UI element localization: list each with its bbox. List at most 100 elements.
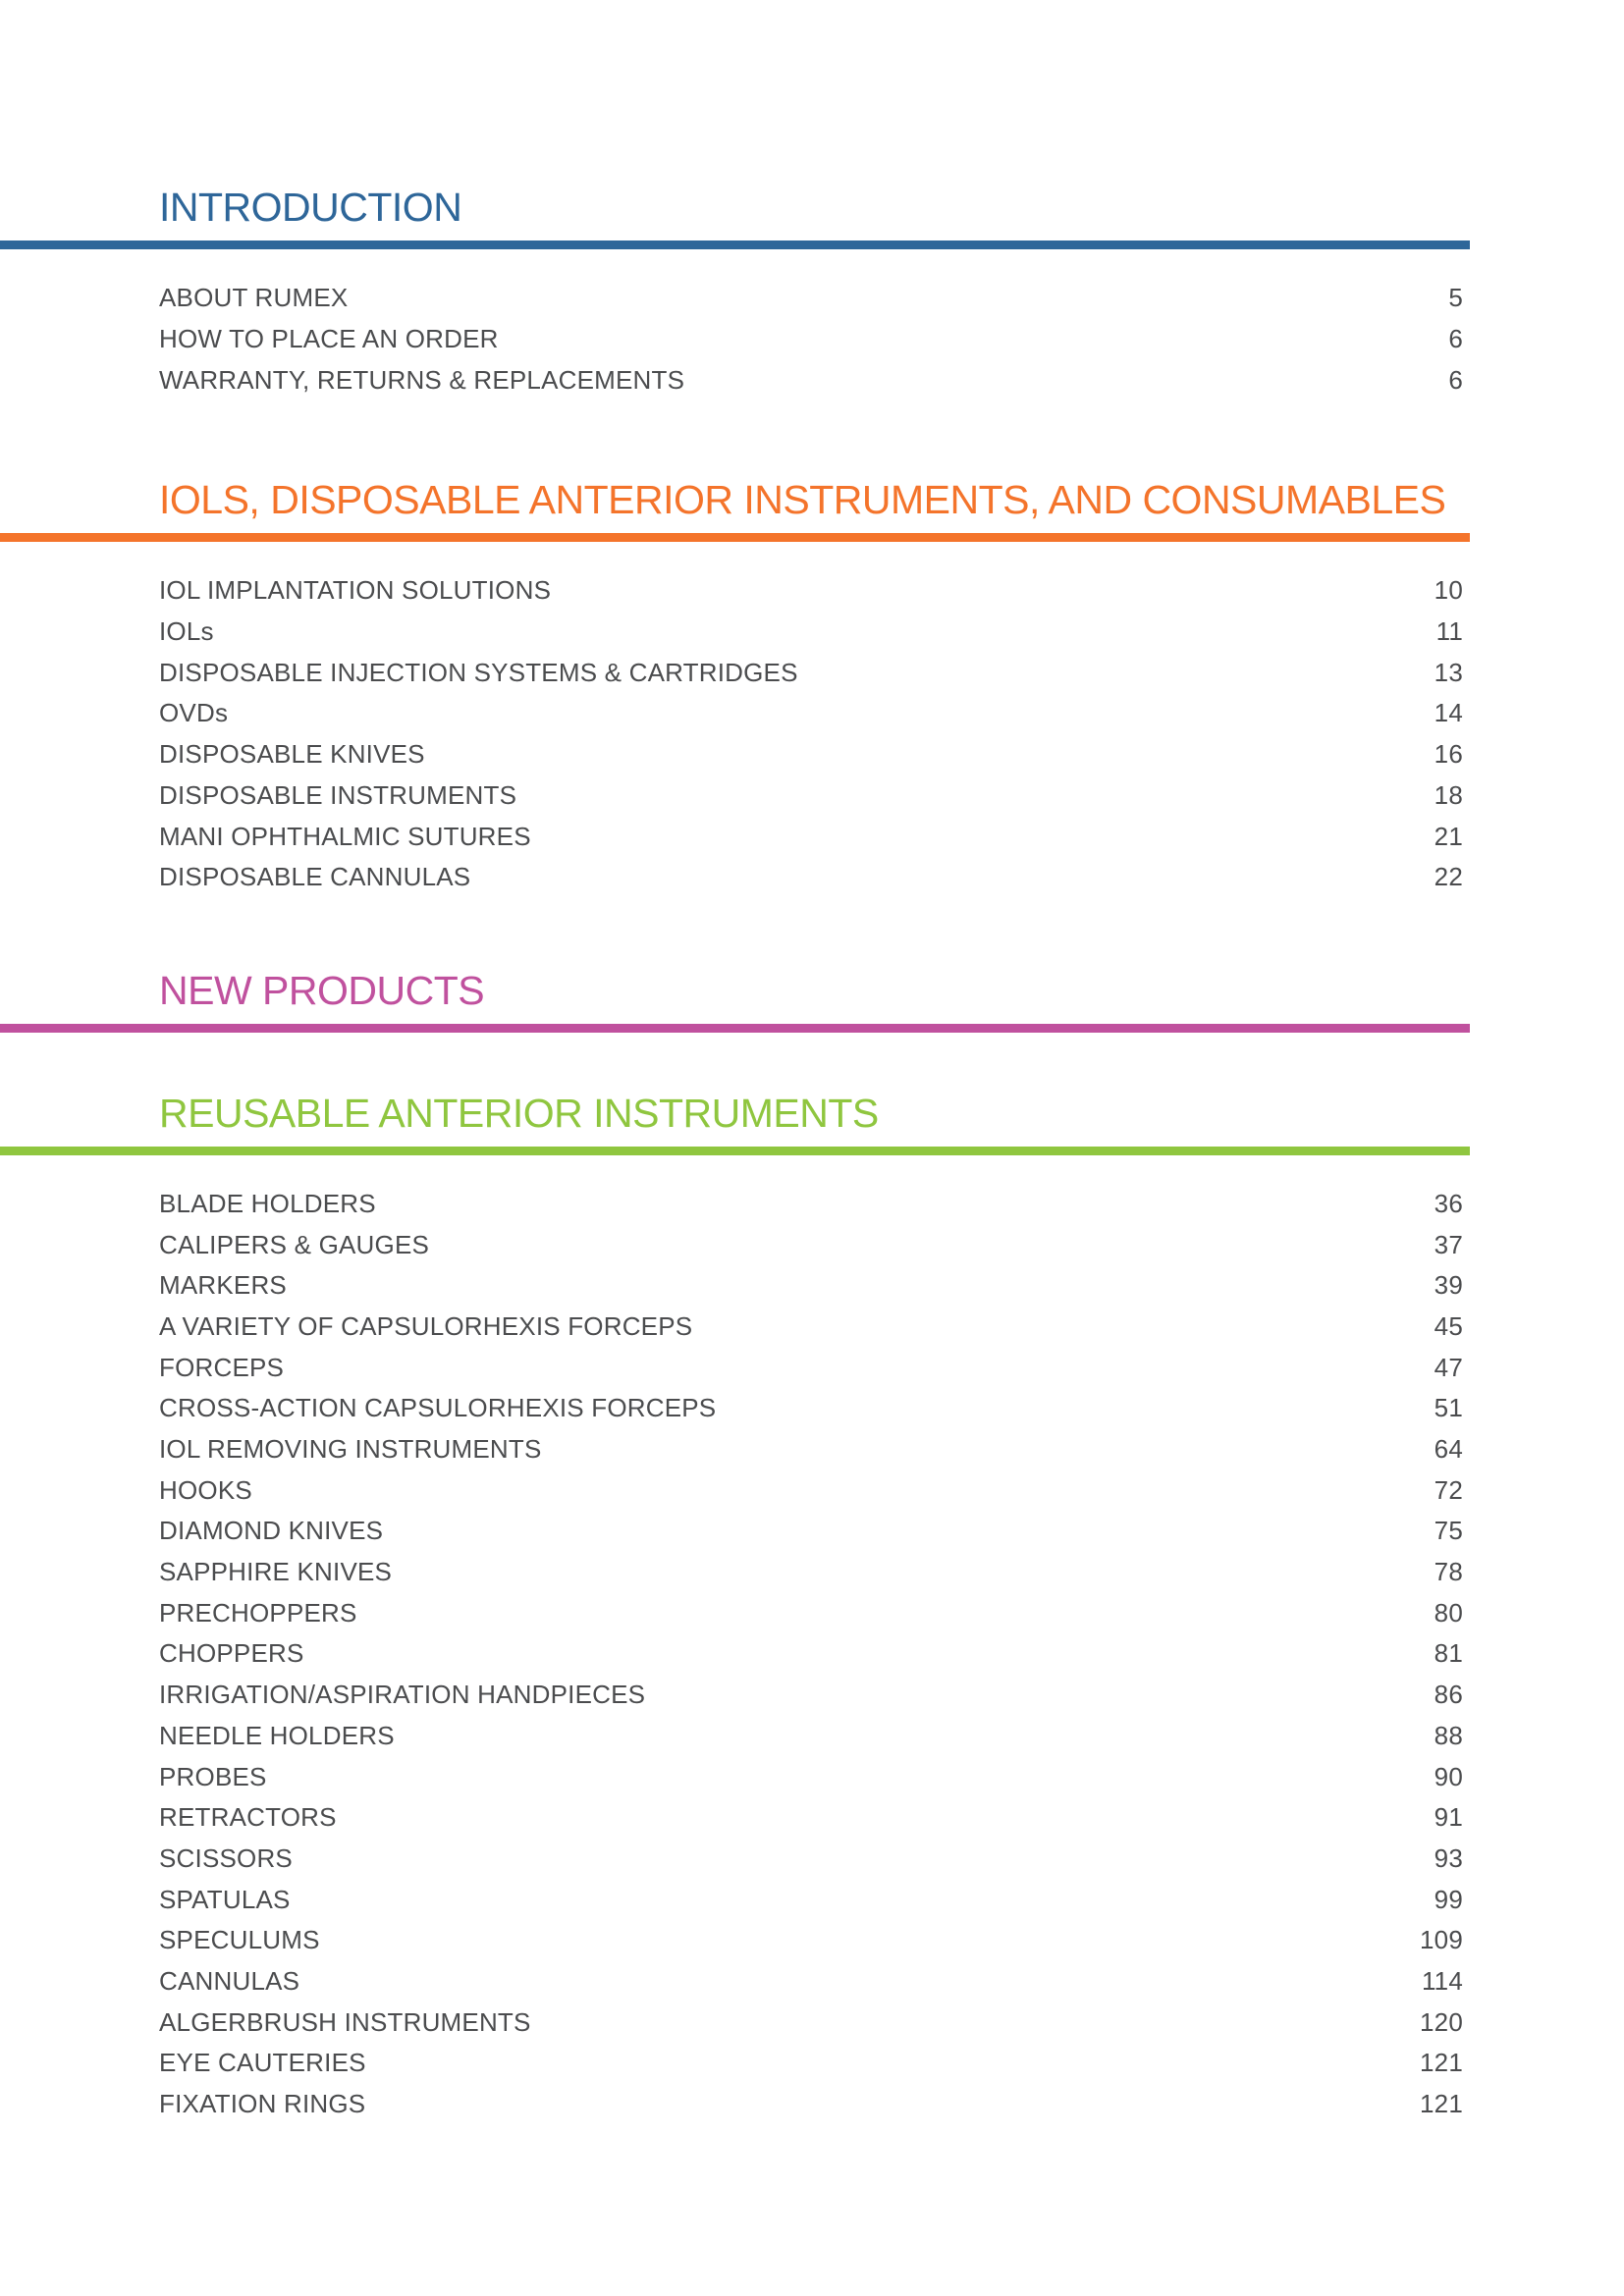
toc-section-new-products: NEW PRODUCTS: [0, 966, 1624, 1033]
entry-label: HOOKS: [159, 1474, 252, 1505]
entry-label: SPATULAS: [159, 1884, 291, 1914]
entry-label: SPECULUMS: [159, 1925, 320, 1955]
entry-page-number: 121: [1420, 2089, 1463, 2119]
toc-entry: FIXATION RINGS 121: [159, 2084, 1463, 2125]
toc-entry: BLADE HOLDERS 36: [159, 1184, 1463, 1225]
toc-entry: DISPOSABLE CANNULAS 22: [159, 857, 1463, 898]
toc-entry: SAPPHIRE KNIVES 78: [159, 1552, 1463, 1593]
entry-page-number: 21: [1434, 821, 1463, 851]
entry-page-number: 16: [1434, 739, 1463, 770]
toc-entry: CROSS-ACTION CAPSULORHEXIS FORCEPS 51: [159, 1388, 1463, 1429]
toc-entry: MARKERS 39: [159, 1265, 1463, 1307]
entry-page-number: 80: [1434, 1597, 1463, 1628]
entry-page-number: 10: [1434, 575, 1463, 606]
entry-label: FIXATION RINGS: [159, 2089, 366, 2119]
entry-page-number: 75: [1434, 1516, 1463, 1546]
entry-label: BLADE HOLDERS: [159, 1188, 376, 1218]
entry-label: CANNULAS: [159, 1965, 300, 1996]
entry-label: NEEDLE HOLDERS: [159, 1720, 395, 1750]
toc-entry: PRECHOPPERS 80: [159, 1592, 1463, 1633]
entry-label: CHOPPERS: [159, 1638, 304, 1669]
entry-label: DIAMOND KNIVES: [159, 1516, 384, 1546]
toc-entry: DISPOSABLE INSTRUMENTS 18: [159, 775, 1463, 817]
entry-page-number: 109: [1420, 1925, 1463, 1955]
toc-entry: SPECULUMS 109: [159, 1920, 1463, 1961]
entry-label: RETRACTORS: [159, 1802, 337, 1833]
entry-label: DISPOSABLE CANNULAS: [159, 862, 471, 892]
entry-label: IOLs: [159, 616, 214, 647]
entry-page-number: 99: [1434, 1884, 1463, 1914]
entry-label: A VARIETY OF CAPSULORHEXIS FORCEPS: [159, 1310, 693, 1341]
toc-entry: DIAMOND KNIVES 75: [159, 1511, 1463, 1552]
section-heading: INTRODUCTION: [159, 185, 462, 230]
entry-label: EYE CAUTERIES: [159, 2048, 366, 2078]
toc-entry: SCISSORS 93: [159, 1839, 1463, 1880]
entry-page-number: 88: [1434, 1720, 1463, 1750]
entry-page-number: 45: [1434, 1310, 1463, 1341]
toc-entry: PROBES 90: [159, 1756, 1463, 1797]
entry-label: SCISSORS: [159, 1842, 293, 1873]
entry-page-number: 114: [1421, 1965, 1463, 1996]
toc-entry: CALIPERS & GAUGES 37: [159, 1224, 1463, 1265]
entry-label: ALGERBRUSH INSTRUMENTS: [159, 2006, 531, 2037]
entry-page-number: 36: [1434, 1188, 1463, 1218]
toc-entry: HOOKS 72: [159, 1469, 1463, 1511]
entry-page-number: 37: [1434, 1229, 1463, 1259]
entry-label: SAPPHIRE KNIVES: [159, 1557, 393, 1587]
entry-page-number: 18: [1434, 779, 1463, 810]
entry-page-number: 6: [1448, 324, 1463, 354]
entry-page-number: 6: [1448, 364, 1463, 395]
section-divider: [0, 1023, 1470, 1033]
toc-entry: OVDs 14: [159, 693, 1463, 734]
toc-entry: MANI OPHTHALMIC SUTURES 21: [159, 816, 1463, 857]
entry-page-number: 14: [1434, 698, 1463, 728]
section-heading: NEW PRODUCTS: [159, 967, 485, 1013]
entry-page-number: 86: [1434, 1680, 1463, 1710]
entry-label: DISPOSABLE KNIVES: [159, 739, 425, 770]
entry-label: ABOUT RUMEX: [159, 283, 349, 313]
section-divider: [0, 533, 1470, 543]
entry-label: MARKERS: [159, 1270, 287, 1301]
toc-entry: IOL IMPLANTATION SOLUTIONS 10: [159, 570, 1463, 612]
toc-entry: CHOPPERS 81: [159, 1633, 1463, 1675]
entry-page-number: 91: [1434, 1802, 1463, 1833]
toc-entry: IOL REMOVING INSTRUMENTS 64: [159, 1429, 1463, 1470]
entry-page-number: 39: [1434, 1270, 1463, 1301]
toc-entry: WARRANTY, RETURNS & REPLACEMENTS 6: [159, 359, 1463, 400]
entry-label: DISPOSABLE INJECTION SYSTEMS & CARTRIDGE…: [159, 657, 798, 687]
entry-label: CROSS-ACTION CAPSULORHEXIS FORCEPS: [159, 1393, 717, 1423]
entry-label: DISPOSABLE INSTRUMENTS: [159, 779, 517, 810]
entry-page-number: 120: [1420, 2006, 1463, 2037]
entry-label: IOL IMPLANTATION SOLUTIONS: [159, 575, 552, 606]
entry-label: MANI OPHTHALMIC SUTURES: [159, 821, 531, 851]
toc-entry: FORCEPS 47: [159, 1347, 1463, 1388]
entry-page-number: 22: [1434, 862, 1463, 892]
entry-label: PROBES: [159, 1761, 267, 1791]
toc-entry: DISPOSABLE KNIVES 16: [159, 734, 1463, 775]
section-heading: REUSABLE ANTERIOR INSTRUMENTS: [159, 1090, 879, 1136]
entry-label: FORCEPS: [159, 1352, 285, 1382]
entry-label: OVDs: [159, 698, 229, 728]
entry-page-number: 93: [1434, 1842, 1463, 1873]
entry-page-number: 5: [1448, 283, 1463, 313]
toc-section-reusable-anterior: REUSABLE ANTERIOR INSTRUMENTS BLADE HOLD…: [0, 1089, 1624, 2125]
entry-page-number: 11: [1435, 616, 1463, 647]
entry-label: CALIPERS & GAUGES: [159, 1229, 430, 1259]
entry-page-number: 47: [1434, 1352, 1463, 1382]
toc-entry: DISPOSABLE INJECTION SYSTEMS & CARTRIDGE…: [159, 652, 1463, 693]
entry-page-number: 121: [1420, 2048, 1463, 2078]
entry-label: PRECHOPPERS: [159, 1597, 357, 1628]
entry-label: IRRIGATION/ASPIRATION HANDPIECES: [159, 1680, 646, 1710]
toc-entry: ABOUT RUMEX 5: [159, 278, 1463, 319]
entry-page-number: 72: [1434, 1474, 1463, 1505]
entry-label: HOW TO PLACE AN ORDER: [159, 324, 499, 354]
toc-entry: SPATULAS 99: [159, 1879, 1463, 1920]
toc-entry-list: BLADE HOLDERS 36 CALIPERS & GAUGES 37 MA…: [0, 1155, 1624, 2125]
section-divider: [0, 240, 1470, 249]
toc-entry: IRRIGATION/ASPIRATION HANDPIECES 86: [159, 1675, 1463, 1716]
entry-label: WARRANTY, RETURNS & REPLACEMENTS: [159, 364, 685, 395]
entry-page-number: 78: [1434, 1557, 1463, 1587]
toc-entry: ALGERBRUSH INSTRUMENTS 120: [159, 2002, 1463, 2043]
toc-entry: CANNULAS 114: [159, 1961, 1463, 2002]
